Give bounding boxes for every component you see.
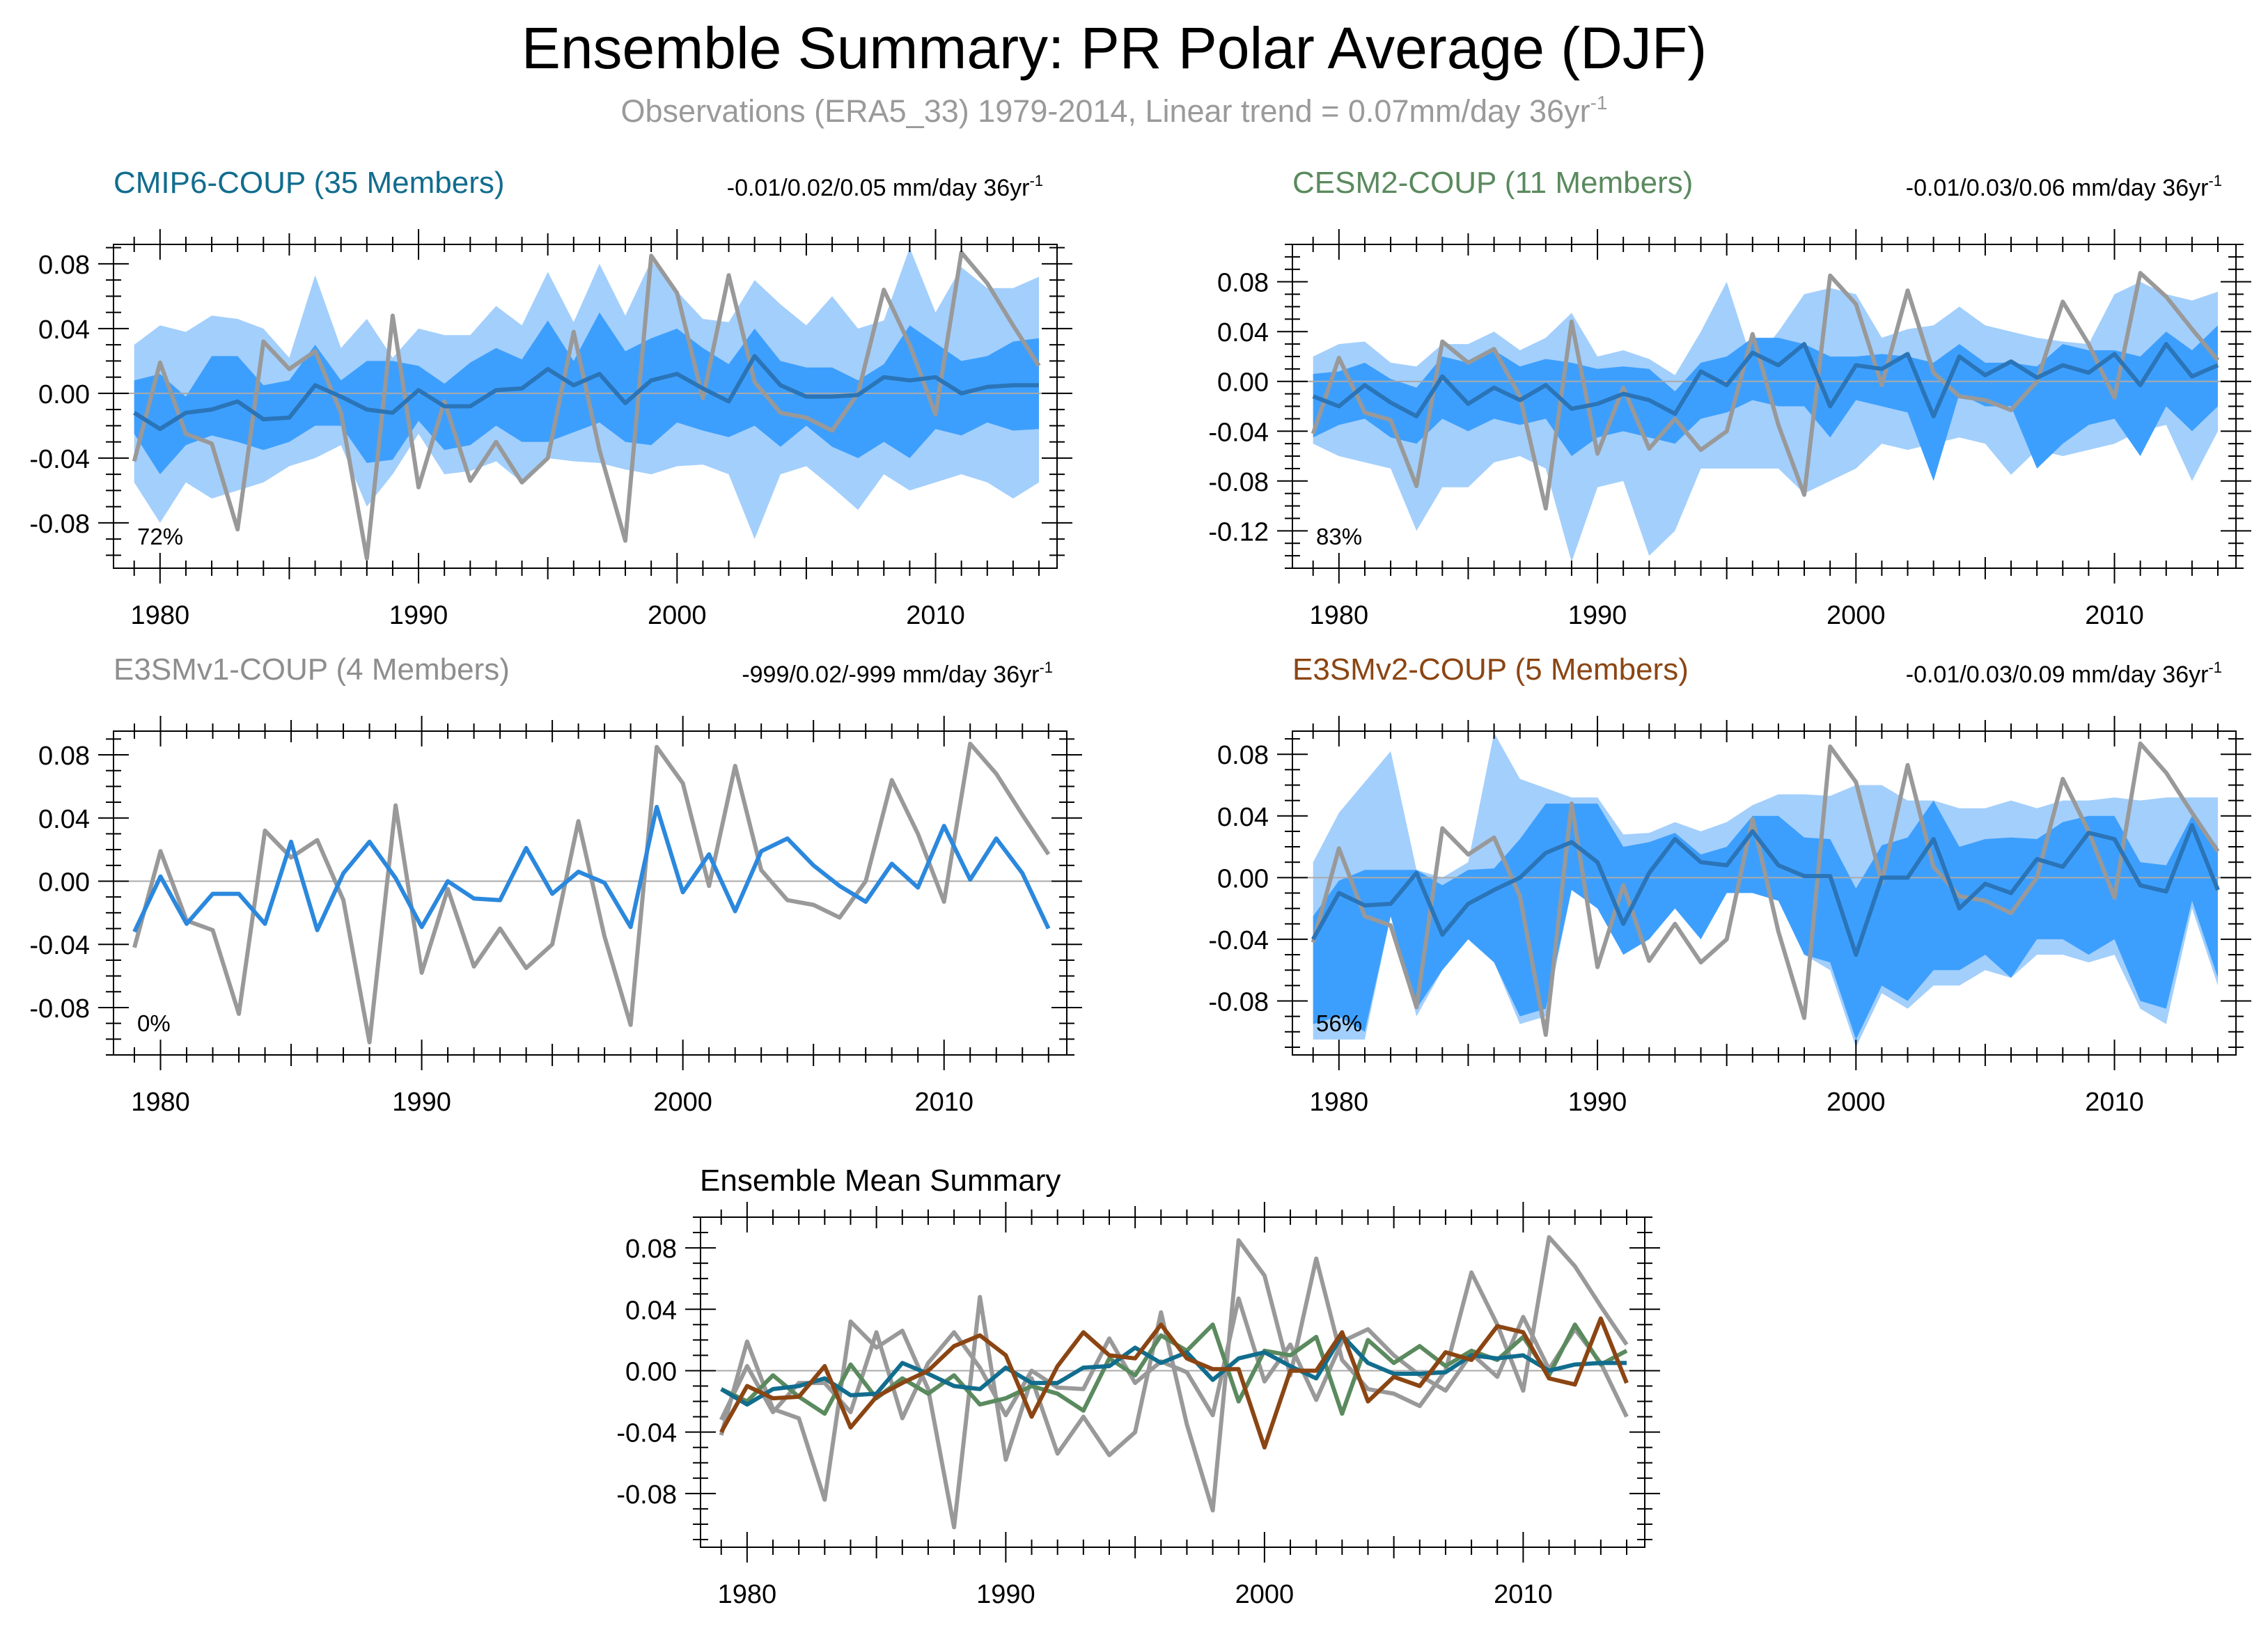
panel-cesm2: 0.08 0.04 0.00 -0.04 -0.08 -0.12 1980 1990 2000 2… — [1208, 166, 2251, 630]
plot-area-cmip6 — [114, 247, 1057, 561]
xtick-label: 2000 — [1827, 601, 1886, 630]
percent-label-e3smv2: 56% — [1316, 1010, 1362, 1036]
xtick-label: 2000 — [1235, 1580, 1295, 1609]
subtitle-sup: -1 — [1590, 92, 1608, 114]
trend-sup: -1 — [1039, 659, 1053, 676]
ytick-label: 0.00 — [625, 1357, 677, 1386]
xtick-label: 1980 — [1310, 1088, 1369, 1117]
mean-line-cmip6 — [133, 354, 1039, 432]
frame-summary — [700, 1216, 1645, 1548]
figure-subtitle: Observations (ERA5_33) 1979-2014, Linear… — [621, 92, 1608, 129]
trend-sup: -1 — [2208, 172, 2222, 189]
xtick-label: 2010 — [2085, 601, 2144, 630]
ytick-label: 0.00 — [1217, 368, 1269, 398]
plot-area-summary — [701, 1235, 1645, 1530]
mean-line-cesm2 — [1312, 342, 2219, 418]
figure-title: Ensemble Summary: PR Polar Average (DJF) — [522, 15, 1707, 81]
xtick-label: 2010 — [906, 601, 965, 630]
xtick-label: 1990 — [392, 1088, 451, 1117]
mean-line-e3smv2-summary — [719, 1316, 1629, 1450]
trend-main: -999/0.02/-999 mm/day 36yr — [742, 662, 1039, 688]
mean-line-e3smv2 — [1311, 823, 2220, 957]
ytick-label: -0.04 — [1208, 926, 1269, 955]
xtick-label: 1980 — [1310, 601, 1369, 630]
panel-title-cmip6: CMIP6-COUP (35 Members) — [114, 166, 505, 200]
mean-line-e3smv1 — [132, 804, 1051, 933]
ytick-label: -0.04 — [29, 931, 90, 960]
ytick-label: 0.08 — [1217, 741, 1269, 770]
xtick-label: 1980 — [718, 1580, 777, 1609]
ytick-label: 0.08 — [38, 742, 90, 771]
panel-e3smv1: 0.08 0.04 0.00 -0.04 -0.08 1980 1990 2000 2010 E3… — [29, 652, 1082, 1117]
obs-line-cmip6 — [132, 250, 1041, 561]
ytick-label: 0.08 — [38, 251, 90, 280]
panel-summary: 0.08 0.04 0.00 -0.04 -0.08 1980 1990 2000 2010 En… — [616, 1164, 1660, 1609]
inner-band-cesm2 — [1313, 325, 2218, 481]
panels: 0.08 0.04 0.00 -0.04 -0.08 1980 1990 2000 2010 CM… — [29, 166, 2251, 1609]
trend-label-cesm2: -0.01/0.03/0.06 mm/day 36yr-1 — [1906, 172, 2222, 201]
ytick-label: 0.08 — [625, 1235, 677, 1264]
xtick-label: 1990 — [389, 601, 448, 630]
ytick-label: 0.04 — [1217, 803, 1269, 832]
obs-line-cesm2 — [1311, 271, 2220, 511]
trend-label-e3smv2: -0.01/0.03/0.09 mm/day 36yr-1 — [1906, 659, 2222, 688]
trend-main: -0.01/0.02/0.05 mm/day 36yr — [727, 175, 1030, 201]
frame-cmip6 — [113, 244, 1058, 569]
xtick-label: 2010 — [1494, 1580, 1553, 1609]
frame-e3smv1 — [113, 730, 1067, 1056]
panel-title-summary: Ensemble Mean Summary — [700, 1164, 1061, 1198]
xtick-label: 2000 — [653, 1088, 712, 1117]
xtick-label: 2010 — [2085, 1088, 2144, 1117]
xtick-label: 2000 — [648, 601, 707, 630]
xtick-label: 1990 — [976, 1580, 1035, 1609]
ytick-label: 0.00 — [38, 380, 90, 409]
ytick-label: 0.04 — [38, 805, 90, 834]
trend-sup: -1 — [1029, 172, 1043, 189]
xtick-label: 1980 — [131, 601, 190, 630]
trend-label-cmip6: -0.01/0.02/0.05 mm/day 36yr-1 — [727, 172, 1043, 201]
ytick-label: -0.08 — [29, 994, 90, 1024]
trend-main: -0.01/0.03/0.09 mm/day 36yr — [1906, 662, 2209, 688]
trend-label-e3smv1: -999/0.02/-999 mm/day 36yr-1 — [742, 659, 1053, 688]
percent-label-cmip6: 72% — [137, 524, 183, 549]
obs-line-e3smv2 — [1311, 741, 2220, 1038]
ytick-label: 0.08 — [1217, 269, 1269, 298]
ytick-label: -0.08 — [1208, 468, 1269, 497]
ytick-label: 0.00 — [38, 868, 90, 897]
ytick-label: -0.08 — [1208, 988, 1269, 1017]
trend-sup: -1 — [2208, 659, 2222, 676]
xtick-label: 1990 — [1568, 1088, 1627, 1117]
ytick-label: -0.12 — [1208, 517, 1269, 547]
panel-e3smv2: 0.08 0.04 0.00 -0.04 -0.08 1980 1990 2000 2010 E3… — [1208, 652, 2251, 1117]
ytick-label: -0.04 — [29, 445, 90, 474]
ytick-label: 0.04 — [1217, 318, 1269, 347]
percent-label-e3smv1: 0% — [137, 1010, 171, 1036]
subtitle-main: Observations (ERA5_33) 1979-2014, Linear… — [621, 93, 1590, 129]
ytick-label: -0.04 — [1208, 418, 1269, 447]
obs-line-e3smv1 — [132, 742, 1051, 1044]
trend-main: -0.01/0.03/0.06 mm/day 36yr — [1906, 175, 2209, 201]
ytick-label: -0.04 — [616, 1419, 677, 1448]
panel-title-e3smv1: E3SMv1-COUP (4 Members) — [114, 652, 510, 687]
xtick-label: 2000 — [1827, 1088, 1886, 1117]
ytick-label: -0.08 — [616, 1480, 677, 1510]
panel-title-e3smv2: E3SMv2-COUP (5 Members) — [1292, 652, 1689, 687]
ytick-label: -0.08 — [29, 510, 90, 539]
ytick-label: 0.00 — [1217, 864, 1269, 893]
ytick-label: 0.04 — [625, 1296, 677, 1325]
panel-cmip6: 0.08 0.04 0.00 -0.04 -0.08 1980 1990 2000 2010 CM… — [29, 166, 1072, 630]
plot-area-e3smv2 — [1292, 733, 2236, 1047]
xtick-label: 1990 — [1568, 601, 1627, 630]
outer-band-cesm2 — [1313, 281, 2218, 563]
xtick-label: 2010 — [914, 1088, 973, 1117]
ytick-label: 0.04 — [38, 315, 90, 345]
percent-label-cesm2: 83% — [1316, 524, 1362, 549]
panel-title-cesm2: CESM2-COUP (11 Members) — [1292, 166, 1693, 200]
plot-area-cesm2 — [1292, 271, 2236, 563]
xtick-label: 1980 — [131, 1088, 190, 1117]
plot-area-e3smv1 — [114, 742, 1067, 1044]
obs-line-summary — [719, 1235, 1629, 1530]
